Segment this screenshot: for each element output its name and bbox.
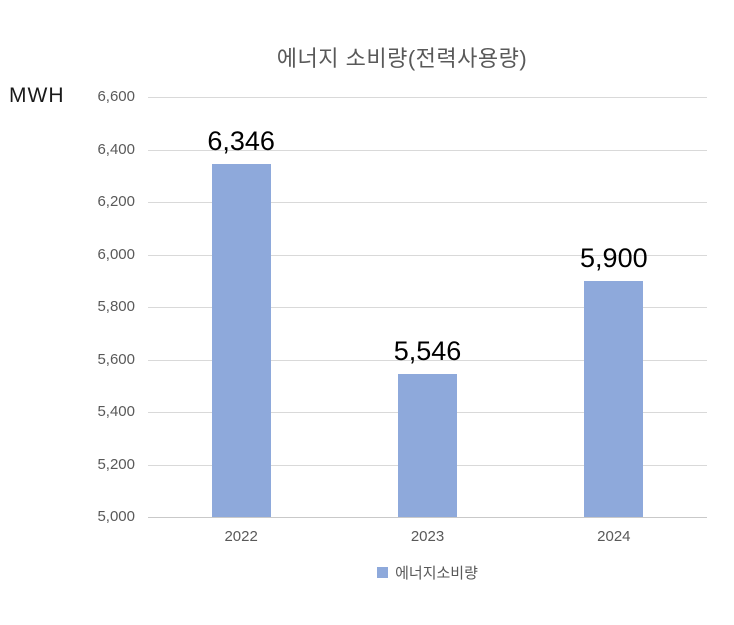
bar-value-label-2024: 5,900 xyxy=(580,243,648,273)
chart-title: 에너지 소비량(전력사용량) xyxy=(276,46,528,71)
y-tick-label: 5,400 xyxy=(97,403,135,420)
gridline xyxy=(148,202,707,203)
y-tick-label: 6,600 xyxy=(97,88,135,105)
bar-value-label-2023: 5,546 xyxy=(393,336,462,366)
legend-label: 에너지소비량 xyxy=(395,565,478,582)
gridline xyxy=(148,307,707,308)
bar-value-label-2022: 6,346 xyxy=(207,126,275,156)
y-axis-unit-label: MWH xyxy=(9,84,65,107)
x-tick-label-2022: 2022 xyxy=(224,528,258,545)
y-tick-label: 6,000 xyxy=(97,245,135,263)
bar-2024 xyxy=(584,281,644,517)
y-tick-label: 5,600 xyxy=(97,350,135,368)
gridline xyxy=(148,359,707,361)
legend-swatch-icon xyxy=(377,567,389,578)
y-tick-label: 5,200 xyxy=(97,455,135,473)
bar-2022 xyxy=(211,164,271,517)
x-axis-line xyxy=(148,517,707,518)
legend: 에너지소비량 xyxy=(148,562,707,583)
gridline xyxy=(148,254,707,256)
y-tick-label: 6,200 xyxy=(97,193,135,210)
y-tick-label: 5,800 xyxy=(97,298,135,315)
y-tick-label: 6,400 xyxy=(97,140,135,158)
gridline xyxy=(148,149,707,151)
x-tick-label-2024: 2024 xyxy=(597,528,631,545)
x-tick-label-2023: 2023 xyxy=(410,528,445,545)
y-tick-label: 5,000 xyxy=(97,508,135,525)
gridline xyxy=(148,97,707,98)
bar-2023 xyxy=(398,374,457,517)
